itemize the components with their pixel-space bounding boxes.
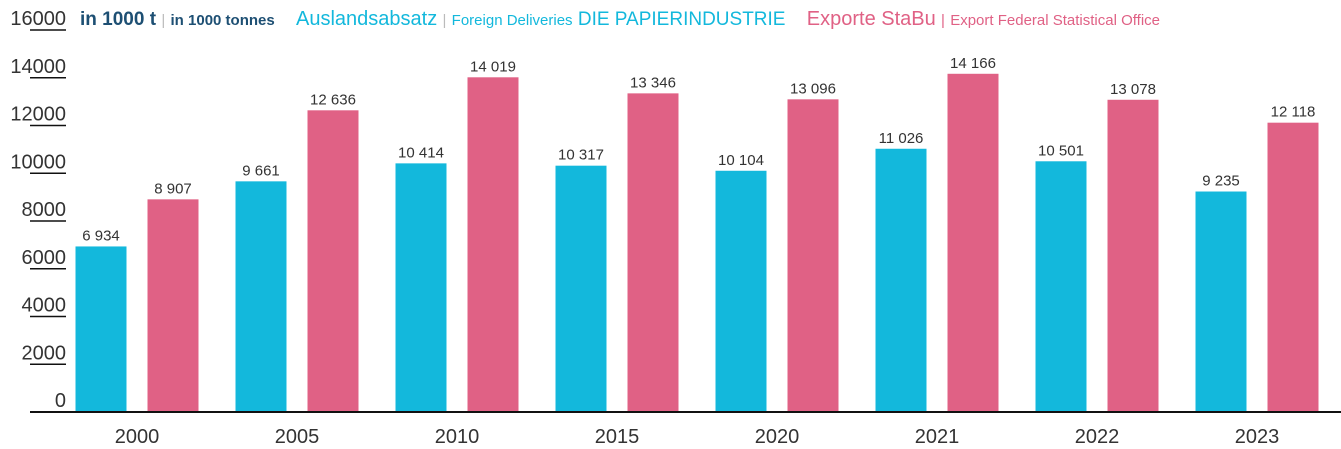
x-tick-label: 2005	[275, 426, 320, 448]
value-label: 10 414	[398, 144, 444, 161]
legend-series-0-en: Foreign Deliveries	[452, 12, 573, 29]
bar	[1267, 122, 1319, 413]
y-tick-label: 0	[55, 390, 66, 412]
legend-source: DIE PAPIERINDUSTRIE	[578, 9, 786, 30]
legend-series-1-en: Export Federal Statistical Office	[950, 12, 1160, 29]
bar	[787, 99, 839, 412]
x-tick-label: 2023	[1235, 426, 1280, 448]
bar	[395, 163, 447, 412]
bar	[875, 148, 927, 412]
value-label: 14 166	[950, 55, 996, 72]
y-tick-label: 10000	[10, 151, 66, 173]
bar	[1195, 191, 1247, 412]
bar	[467, 77, 519, 412]
bar	[947, 73, 999, 413]
bar	[715, 170, 767, 412]
value-label: 6 934	[82, 227, 120, 244]
unit-en: in 1000 tonnes	[171, 12, 275, 29]
value-label: 10 317	[558, 147, 604, 164]
y-tick-label: 4000	[22, 295, 67, 317]
bar	[627, 93, 679, 412]
y-tick-label: 6000	[22, 247, 67, 269]
bar	[1107, 99, 1159, 412]
x-tick-label: 2000	[115, 426, 160, 448]
x-tick-label: 2010	[435, 426, 480, 448]
y-tick-label: 8000	[22, 199, 67, 221]
value-label: 8 907	[154, 180, 192, 197]
bar	[147, 199, 199, 412]
value-label: 12 636	[310, 91, 356, 108]
unit: in 1000 t	[80, 9, 157, 30]
value-label: 11 026	[879, 130, 924, 147]
bar	[307, 110, 359, 413]
value-label: 9 235	[1202, 173, 1240, 190]
y-tick-label: 12000	[10, 104, 66, 126]
separator: |	[442, 12, 446, 29]
y-tick-label: 2000	[22, 342, 67, 364]
value-label: 13 078	[1110, 81, 1156, 98]
bar	[235, 181, 287, 412]
legend-header: in 1000 t | in 1000 tonnes Auslandsabsat…	[80, 8, 1160, 30]
legend-series-0: Auslandsabsatz	[296, 8, 437, 30]
x-tick-label: 2022	[1075, 426, 1120, 448]
value-label: 9 661	[242, 162, 280, 179]
x-tick-label: 2015	[595, 426, 640, 448]
value-label: 10 104	[718, 152, 764, 169]
bar	[75, 246, 127, 412]
value-label: 14 019	[470, 58, 516, 75]
y-tick-label: 14000	[10, 56, 66, 78]
value-label: 13 346	[630, 74, 676, 91]
x-tick-label: 2021	[915, 426, 960, 448]
x-tick-label: 2020	[755, 426, 800, 448]
value-label: 12 118	[1271, 104, 1316, 121]
bar	[1035, 161, 1087, 412]
separator: |	[941, 12, 945, 29]
bar	[555, 165, 607, 412]
value-label: 13 096	[790, 80, 836, 97]
separator: |	[161, 12, 165, 29]
legend-series-1: Exporte StaBu	[807, 8, 936, 30]
y-tick-label: 16000	[10, 8, 66, 30]
value-label: 10 501	[1038, 142, 1084, 159]
